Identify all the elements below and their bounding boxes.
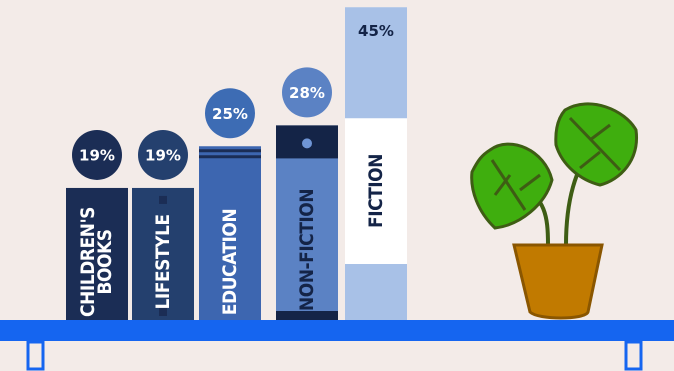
category-label: NON-FICTION [295, 188, 318, 312]
category-label: LIFESTYLE [151, 214, 174, 310]
value-label: 19% [145, 146, 181, 164]
book-detail [199, 149, 261, 153]
label-badge [282, 67, 332, 118]
label-badge [205, 88, 255, 139]
category-label: CHILDREN'S BOOKS [77, 207, 116, 317]
value-label: 28% [289, 84, 325, 102]
label-badge [72, 129, 122, 180]
label-badge [138, 129, 188, 180]
book-detail [159, 195, 167, 204]
plant [470, 102, 638, 320]
book [199, 146, 261, 320]
value-label: 45% [358, 22, 394, 40]
book-detail [302, 138, 312, 149]
category-label: FICTION [364, 154, 387, 229]
book-detail [276, 311, 338, 320]
bracket [624, 340, 643, 371]
book-detail [159, 308, 167, 316]
book-detail [199, 155, 261, 159]
book [66, 187, 128, 320]
book [132, 187, 194, 320]
category-label: EDUCATION [218, 208, 241, 316]
book-detail [345, 118, 407, 264]
shelf [0, 320, 674, 341]
bracket [26, 340, 45, 371]
value-label: 19% [79, 146, 115, 164]
value-label: 25% [212, 105, 248, 123]
